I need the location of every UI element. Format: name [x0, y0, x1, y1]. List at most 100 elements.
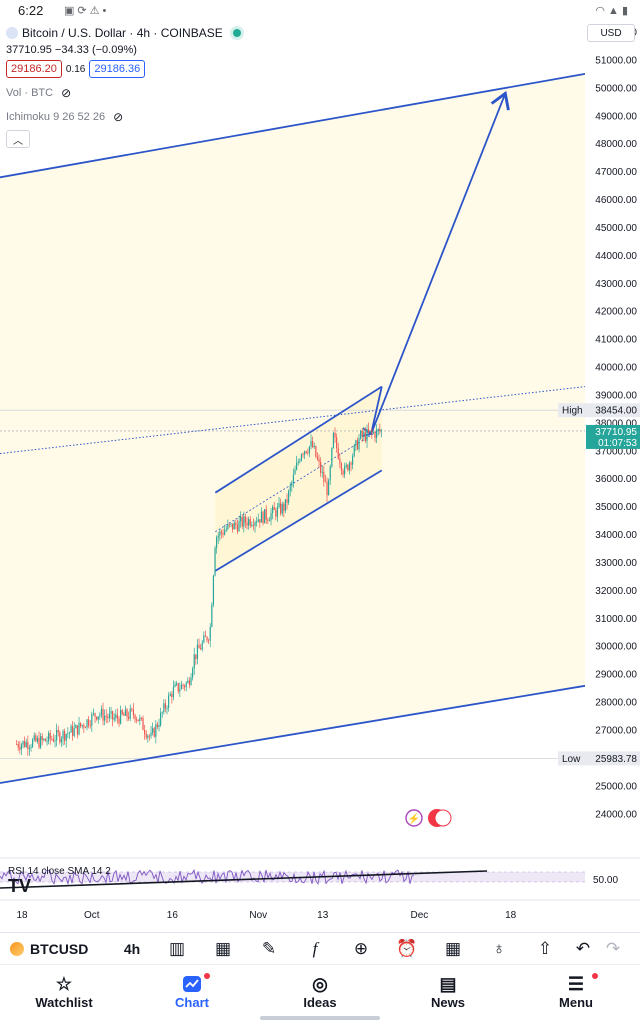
- rsi-trend-line[interactable]: [0, 870, 488, 889]
- lightning-event-icon[interactable]: [405, 809, 423, 827]
- candle: [316, 452, 319, 461]
- candle: [334, 427, 336, 443]
- candle: [185, 681, 187, 692]
- candle-body: [310, 440, 312, 447]
- candle: [156, 721, 159, 730]
- candle: [64, 728, 66, 745]
- undo-icon[interactable]: ↶: [575, 938, 591, 958]
- grid-icon[interactable]: ▦: [444, 938, 462, 958]
- rising-channel-upper-line[interactable]: [214, 385, 383, 494]
- candle-body: [102, 709, 104, 721]
- redo-icon[interactable]: ↷: [605, 938, 621, 958]
- price-tick-label: 42000.00: [595, 307, 637, 318]
- candle-body: [180, 684, 183, 690]
- price-tick-label: 48000.00: [595, 139, 637, 150]
- price-axis[interactable]: [585, 20, 640, 932]
- interval-button[interactable]: 4h: [123, 940, 141, 957]
- collapse-legend-button[interactable]: ︿: [6, 130, 30, 148]
- calendar-add-icon[interactable]: ▦: [214, 938, 232, 958]
- ohlc-values: 37710.95 −34.33 (−0.09%): [6, 44, 137, 56]
- candle-body: [200, 648, 202, 650]
- nav-label: News: [431, 995, 465, 1010]
- candle-body: [179, 689, 181, 692]
- symbol-search-button[interactable]: BTCUSD: [10, 941, 110, 957]
- chart-area[interactable]: 24000.0025000.0026000.0027000.0028000.00…: [0, 20, 640, 932]
- eye-hidden-icon[interactable]: ⊘: [61, 86, 72, 100]
- candle-body: [228, 524, 231, 526]
- candle: [115, 709, 117, 722]
- candle: [67, 727, 69, 739]
- candle: [180, 680, 183, 690]
- candle: [54, 735, 56, 748]
- buy-button[interactable]: 29186.36: [89, 60, 146, 78]
- rsi-label[interactable]: RSI 14 close SMA 14 2: [8, 866, 111, 877]
- candle-body: [224, 530, 226, 535]
- candle: [377, 428, 379, 436]
- price-tick-label: 45000.00: [595, 223, 637, 234]
- chart-title[interactable]: Bitcoin / U.S. Dollar · 4h · COINBASE: [22, 26, 223, 40]
- menu-icon: ☰: [567, 974, 585, 994]
- candle-body: [348, 462, 351, 471]
- candle-body: [144, 729, 146, 734]
- candle: [372, 430, 375, 434]
- nav-menu[interactable]: ☰ Menu: [512, 965, 640, 1024]
- pen-icon[interactable]: ✎: [261, 938, 277, 958]
- candle: [222, 528, 224, 538]
- candle: [91, 711, 93, 733]
- candle-body: [140, 717, 143, 719]
- candle: [196, 638, 199, 665]
- economic-event-icon[interactable]: [434, 809, 452, 827]
- candle: [132, 703, 135, 719]
- share-icon[interactable]: ⇧: [537, 938, 553, 958]
- candle-body: [329, 466, 331, 481]
- candle-body: [300, 454, 303, 461]
- eye-hidden-icon[interactable]: ⊘: [113, 110, 124, 124]
- candle-body: [233, 522, 235, 530]
- time-tick-label: 18: [16, 910, 28, 921]
- price-tick-label: 30000.00: [595, 642, 637, 653]
- currency-button[interactable]: USD: [587, 24, 635, 42]
- candle-body: [100, 709, 103, 716]
- candle-body: [153, 728, 155, 737]
- candle-body: [246, 522, 248, 526]
- candle: [308, 445, 311, 458]
- candle-body: [174, 684, 176, 687]
- price-chart[interactable]: 24000.0025000.0026000.0027000.0028000.00…: [0, 20, 640, 932]
- candle-body: [235, 522, 237, 526]
- fx-icon[interactable]: f: [312, 938, 318, 958]
- indicator-ichimoku[interactable]: Ichimoku 9 26 52 26 ⊘: [6, 110, 241, 124]
- candle: [379, 423, 381, 435]
- nav-news[interactable]: ▤ News: [384, 965, 512, 1024]
- candle: [358, 434, 360, 453]
- plus-circle-icon[interactable]: ⊕: [353, 938, 369, 958]
- rising-channel-lower-line[interactable]: [214, 469, 383, 572]
- nav-watchlist[interactable]: ☆ Watchlist: [0, 965, 128, 1024]
- candle: [284, 499, 287, 514]
- wide-channel-lower-line[interactable]: [0, 684, 586, 784]
- wide-channel-upper-line[interactable]: [0, 72, 586, 179]
- rising-channel-mid-line: [215, 428, 383, 533]
- dotted-trend-line[interactable]: [0, 386, 586, 455]
- indicator-vol[interactable]: Vol · BTC ⊘: [6, 86, 241, 100]
- candle-body: [364, 432, 367, 442]
- candle: [339, 452, 341, 469]
- nav-chart[interactable]: Chart: [128, 965, 256, 1024]
- candle-body: [297, 461, 299, 463]
- candle: [256, 516, 258, 527]
- wide-channel-fill: [0, 73, 585, 784]
- candle-body: [72, 726, 74, 736]
- candle: [280, 498, 282, 516]
- sell-button[interactable]: 29186.20: [6, 60, 62, 78]
- candles-icon[interactable]: ▥: [168, 938, 186, 958]
- candle-body: [328, 480, 330, 496]
- candle-body: [97, 716, 99, 720]
- candle-body: [136, 719, 138, 721]
- candle: [376, 424, 378, 444]
- nav-ideas[interactable]: ◎ Ideas: [256, 965, 384, 1024]
- price-tick-label: 24000.00: [595, 809, 637, 820]
- candle-body: [43, 738, 45, 740]
- ideas-icon: ◎: [312, 974, 328, 994]
- lightbulb-icon[interactable]: ♁: [492, 938, 506, 958]
- candle-body: [67, 733, 69, 735]
- alarm-icon[interactable]: ⏰: [396, 938, 418, 958]
